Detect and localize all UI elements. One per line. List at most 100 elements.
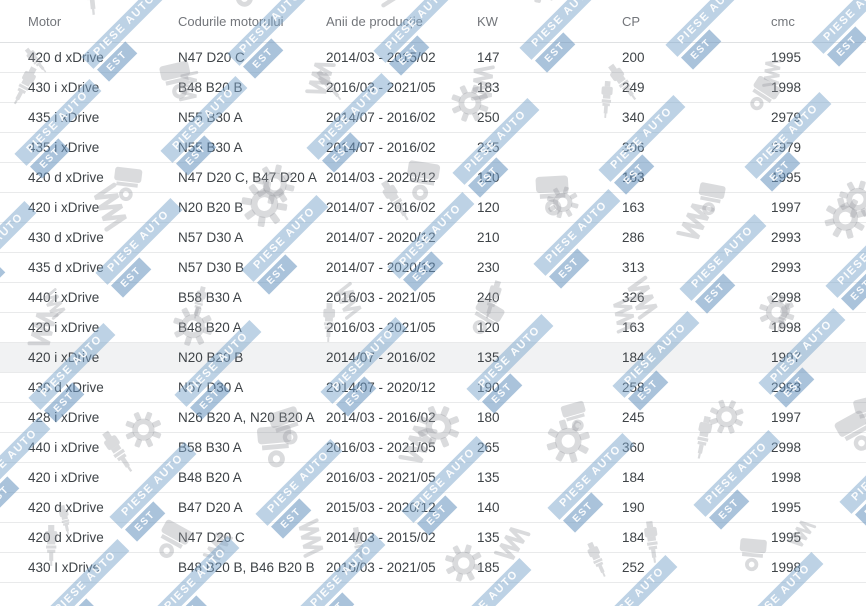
cell-motor: 420 d xDrive (28, 500, 104, 515)
cell-cmc: 2993 (771, 230, 802, 245)
cell-production-years: 2015/03 - 2020/12 (326, 500, 436, 515)
table-row[interactable]: 420 d xDrive N47 D20 C 2014/03 - 2015/02… (0, 523, 866, 553)
cell-cmc: 2993 (771, 260, 802, 275)
cell-kw: 120 (477, 170, 500, 185)
cell-production-years: 2014/07 - 2016/02 (326, 110, 436, 125)
cell-cp: 163 (622, 170, 645, 185)
cell-cp: 360 (622, 440, 645, 455)
cell-kw: 185 (477, 560, 500, 575)
cell-engine-codes: N47 D20 C, B47 D20 A (178, 170, 317, 185)
cell-kw: 180 (477, 410, 500, 425)
column-header-cp: CP (622, 13, 641, 29)
table-row[interactable]: 440 i xDrive B58 B30 A 2016/03 - 2021/05… (0, 283, 866, 313)
cell-cmc: 2998 (771, 440, 802, 455)
table-row[interactable]: 430 I xDrive B48 B20 B, B46 B20 B 2016/0… (0, 553, 866, 583)
cell-motor: 420 d xDrive (28, 170, 104, 185)
cell-kw: 240 (477, 290, 500, 305)
table-body: 420 d xDrive N47 D20 C 2014/03 - 2015/02… (0, 43, 866, 583)
cell-cp: 190 (622, 500, 645, 515)
cell-kw: 183 (477, 80, 500, 95)
table-row[interactable]: 420 i xDrive B48 B20 A 2016/03 - 2021/05… (0, 313, 866, 343)
table-row[interactable]: 420 d xDrive N47 D20 C 2014/03 - 2015/02… (0, 43, 866, 73)
cell-production-years: 2016/03 - 2021/05 (326, 470, 436, 485)
cell-cmc: 2979 (771, 140, 802, 155)
cell-motor: 440 i xDrive (28, 290, 100, 305)
table-header-row: Motor Codurile motorului Anii de producț… (0, 0, 866, 43)
cell-production-years: 2016/03 - 2021/05 (326, 320, 436, 335)
cell-cp: 340 (622, 110, 645, 125)
cell-cp: 286 (622, 230, 645, 245)
cell-cp: 184 (622, 350, 645, 365)
table-row[interactable]: 435 i xDrive N55 B30 A 2014/07 - 2016/02… (0, 133, 866, 163)
cell-production-years: 2014/07 - 2016/02 (326, 200, 436, 215)
cell-engine-codes: N55 B30 A (178, 140, 243, 155)
cell-motor: 430 d xDrive (28, 230, 104, 245)
table-row[interactable]: 420 i xDrive B48 B20 A 2016/03 - 2021/05… (0, 463, 866, 493)
table-row[interactable]: 430 d xDrive N57 D30 A 2014/07 - 2020/12… (0, 373, 866, 403)
cell-cmc: 1995 (771, 500, 802, 515)
cell-engine-codes: N26 B20 A, N20 B20 A (178, 410, 315, 425)
cell-motor: 430 i xDrive (28, 80, 100, 95)
cell-engine-codes: B58 B30 A (178, 290, 242, 305)
cell-cp: 184 (622, 530, 645, 545)
cell-kw: 140 (477, 500, 500, 515)
cell-engine-codes: B48 B20 B, B46 B20 B (178, 560, 315, 575)
cell-cmc: 1998 (771, 80, 802, 95)
cell-motor: 440 i xDrive (28, 440, 100, 455)
cell-kw: 250 (477, 110, 500, 125)
cell-motor: 435 d xDrive (28, 260, 104, 275)
cell-motor: 420 i xDrive (28, 200, 100, 215)
cell-motor: 420 i xDrive (28, 320, 100, 335)
cell-cp: 326 (622, 290, 645, 305)
cell-kw: 120 (477, 200, 500, 215)
cell-kw: 225 (477, 140, 500, 155)
cell-motor: 420 i xDrive (28, 350, 100, 365)
cell-kw: 190 (477, 380, 500, 395)
cell-production-years: 2014/07 - 2016/02 (326, 350, 436, 365)
cell-engine-codes: N57 D30 A (178, 380, 244, 395)
cell-cmc: 1998 (771, 560, 802, 575)
cell-engine-codes: N20 B20 B (178, 350, 244, 365)
cell-cmc: 2993 (771, 380, 802, 395)
cell-motor: 428 i xDrive (28, 410, 100, 425)
table-row[interactable]: 430 i xDrive B48 B20 B 2016/03 - 2021/05… (0, 73, 866, 103)
cell-motor: 420 d xDrive (28, 530, 104, 545)
cell-cmc: 2998 (771, 290, 802, 305)
cell-cp: 184 (622, 470, 645, 485)
cell-cp: 200 (622, 50, 645, 65)
cell-motor: 430 I xDrive (28, 560, 101, 575)
cell-cmc: 1997 (771, 200, 802, 215)
cell-motor: 420 d xDrive (28, 50, 104, 65)
table-row[interactable]: 435 i xDrive N55 B30 A 2014/07 - 2016/02… (0, 103, 866, 133)
cell-engine-codes: N20 B20 B (178, 200, 244, 215)
table-row[interactable]: 420 d xDrive B47 D20 A 2015/03 - 2020/12… (0, 493, 866, 523)
cell-cp: 163 (622, 200, 645, 215)
column-header-engine-codes: Codurile motorului (178, 13, 284, 29)
table-row[interactable]: 440 i xDrive B58 B30 A 2016/03 - 2021/05… (0, 433, 866, 463)
cell-cp: 306 (622, 140, 645, 155)
cell-kw: 230 (477, 260, 500, 275)
table-row[interactable]: 420 i xDrive N20 B20 B 2014/07 - 2016/02… (0, 343, 866, 373)
cell-cp: 252 (622, 560, 645, 575)
cell-production-years: 2014/03 - 2020/12 (326, 170, 436, 185)
column-header-production-years: Anii de producție (326, 13, 423, 29)
table-row[interactable]: 420 d xDrive N47 D20 C, B47 D20 A 2014/0… (0, 163, 866, 193)
table-row[interactable]: 435 d xDrive N57 D30 B 2014/07 - 2020/12… (0, 253, 866, 283)
cell-motor: 435 i xDrive (28, 140, 100, 155)
cell-engine-codes: N47 D20 C (178, 50, 245, 65)
cell-engine-codes: N57 D30 A (178, 230, 244, 245)
cell-production-years: 2016/03 - 2021/05 (326, 80, 436, 95)
table-row[interactable]: 428 i xDrive N26 B20 A, N20 B20 A 2014/0… (0, 403, 866, 433)
cell-production-years: 2016/03 - 2021/05 (326, 560, 436, 575)
cell-engine-codes: N57 D30 B (178, 260, 245, 275)
cell-cp: 245 (622, 410, 645, 425)
table-row[interactable]: 420 i xDrive N20 B20 B 2014/07 - 2016/02… (0, 193, 866, 223)
cell-motor: 430 d xDrive (28, 380, 104, 395)
cell-kw: 135 (477, 530, 500, 545)
cell-kw: 147 (477, 50, 500, 65)
table-row[interactable]: 430 d xDrive N57 D30 A 2014/07 - 2020/12… (0, 223, 866, 253)
cell-engine-codes: B58 B30 A (178, 440, 242, 455)
cell-cmc: 1998 (771, 320, 802, 335)
